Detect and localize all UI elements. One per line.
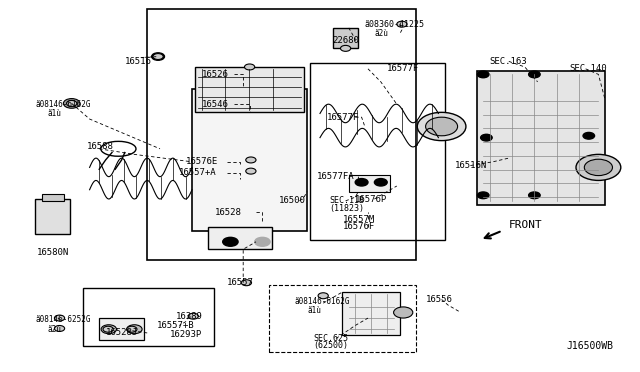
Circle shape xyxy=(374,179,387,186)
Text: ã08146-6162G: ã08146-6162G xyxy=(35,100,91,109)
Text: 16557+A: 16557+A xyxy=(179,169,217,177)
Text: 16389: 16389 xyxy=(176,312,203,321)
Circle shape xyxy=(244,64,255,70)
Text: ã2ù: ã2ù xyxy=(48,325,62,334)
Circle shape xyxy=(246,168,256,174)
Text: J16500WB: J16500WB xyxy=(566,341,613,351)
Text: 16526: 16526 xyxy=(202,70,228,79)
Text: 16576F: 16576F xyxy=(342,222,374,231)
FancyBboxPatch shape xyxy=(99,318,144,340)
Circle shape xyxy=(101,325,116,334)
Bar xyxy=(310,63,445,240)
Bar xyxy=(83,288,214,346)
Text: 16293P: 16293P xyxy=(170,330,202,339)
Text: 16577F: 16577F xyxy=(387,64,419,73)
Circle shape xyxy=(584,159,612,176)
Circle shape xyxy=(576,154,621,180)
Circle shape xyxy=(63,99,80,108)
Circle shape xyxy=(67,100,77,106)
FancyBboxPatch shape xyxy=(42,194,64,201)
Text: 16588: 16588 xyxy=(86,142,113,151)
Circle shape xyxy=(154,54,162,59)
Circle shape xyxy=(394,307,413,318)
Text: SEC.625: SEC.625 xyxy=(314,334,349,343)
Text: 16556: 16556 xyxy=(426,295,452,304)
Circle shape xyxy=(340,45,351,51)
FancyBboxPatch shape xyxy=(192,89,307,231)
Text: 16528: 16528 xyxy=(214,208,241,217)
Text: ã08146-6252G: ã08146-6252G xyxy=(35,315,91,324)
Bar xyxy=(205,86,291,115)
Text: ã08146-6162G: ã08146-6162G xyxy=(294,297,350,306)
Circle shape xyxy=(417,112,466,141)
Circle shape xyxy=(54,315,65,321)
Circle shape xyxy=(481,134,492,141)
Circle shape xyxy=(318,293,328,299)
Circle shape xyxy=(426,117,458,136)
Text: 16516N: 16516N xyxy=(454,161,486,170)
Text: SEC.140: SEC.140 xyxy=(570,64,607,73)
Circle shape xyxy=(153,54,163,60)
Circle shape xyxy=(397,21,407,27)
Text: 16516: 16516 xyxy=(125,57,152,66)
Circle shape xyxy=(529,192,540,199)
FancyBboxPatch shape xyxy=(349,175,390,192)
FancyBboxPatch shape xyxy=(35,199,70,234)
Text: ã08360-41225: ã08360-41225 xyxy=(365,20,425,29)
FancyBboxPatch shape xyxy=(208,227,272,249)
Text: SEC.11B: SEC.11B xyxy=(330,196,365,205)
Circle shape xyxy=(188,313,198,319)
Text: ã1ù: ã1ù xyxy=(48,109,62,118)
Circle shape xyxy=(127,325,142,334)
Text: (62500): (62500) xyxy=(314,341,349,350)
Circle shape xyxy=(255,237,270,246)
Text: 22680: 22680 xyxy=(333,36,360,45)
Text: 16577FA: 16577FA xyxy=(317,172,355,181)
Circle shape xyxy=(246,157,256,163)
Circle shape xyxy=(54,326,65,331)
Text: 16557: 16557 xyxy=(227,278,254,287)
Circle shape xyxy=(355,179,368,186)
Bar xyxy=(147,9,416,260)
Text: 16576E: 16576E xyxy=(186,157,218,166)
Text: 16580N: 16580N xyxy=(37,248,69,257)
Circle shape xyxy=(241,280,252,286)
FancyBboxPatch shape xyxy=(342,292,400,335)
Text: 16557+B: 16557+B xyxy=(157,321,195,330)
Text: 16528J: 16528J xyxy=(106,328,138,337)
Circle shape xyxy=(223,237,238,246)
Bar xyxy=(269,285,416,352)
Text: 16500: 16500 xyxy=(278,196,305,205)
Text: FRONT: FRONT xyxy=(509,220,543,230)
Text: 16576P: 16576P xyxy=(355,195,387,203)
Circle shape xyxy=(103,326,113,332)
FancyBboxPatch shape xyxy=(195,67,304,112)
Circle shape xyxy=(583,132,595,139)
Text: 16546: 16546 xyxy=(202,100,228,109)
Circle shape xyxy=(477,192,489,199)
FancyBboxPatch shape xyxy=(333,28,358,48)
FancyBboxPatch shape xyxy=(477,71,605,205)
Circle shape xyxy=(529,71,540,78)
Circle shape xyxy=(477,71,489,78)
Text: ã1ù: ã1ù xyxy=(307,306,321,315)
Circle shape xyxy=(152,53,164,60)
Text: 16557M: 16557M xyxy=(342,215,374,224)
Text: SEC.163: SEC.163 xyxy=(490,57,527,66)
Text: (11823): (11823) xyxy=(330,204,365,213)
Text: ã2ù: ã2ù xyxy=(374,29,388,38)
Circle shape xyxy=(127,326,137,332)
Text: 16577F: 16577F xyxy=(326,113,358,122)
